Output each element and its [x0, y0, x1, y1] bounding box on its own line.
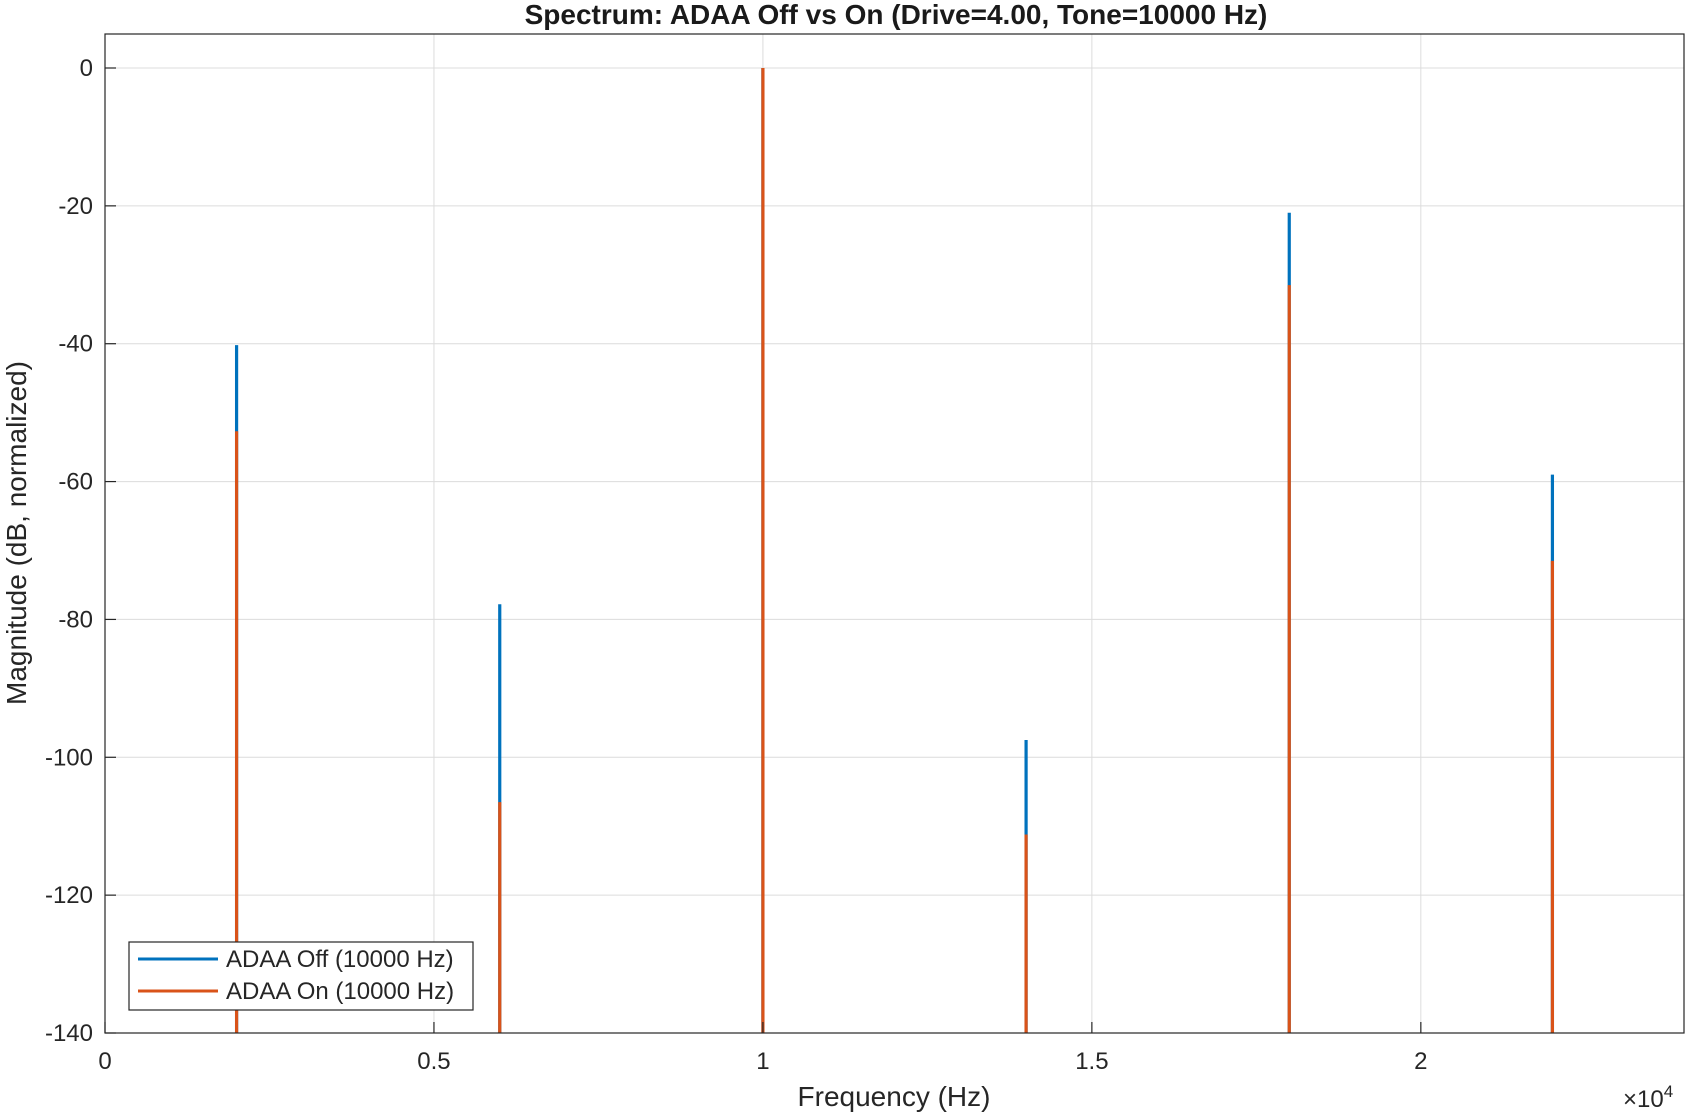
x-exponent-power: 4 — [1664, 1082, 1673, 1101]
x-tick-label: 2 — [1414, 1048, 1427, 1075]
x-tick-label: 0 — [98, 1048, 111, 1075]
data-stems — [234, 68, 1555, 1033]
x-axis: 0 0.5 1 1.5 2 — [98, 1022, 1428, 1075]
chart-title: Spectrum: ADAA Off vs On (Drive=4.00, To… — [525, 0, 1268, 30]
y-tick-label: -140 — [45, 1020, 93, 1047]
x-tick-label: 1.5 — [1075, 1048, 1108, 1075]
y-axis: 0 -20 -40 -60 -80 -100 -120 -140 — [45, 55, 116, 1047]
plot-area — [105, 34, 1684, 1033]
y-tick-label: -100 — [45, 744, 93, 771]
y-tick-label: -60 — [58, 469, 93, 496]
x-tick-label: 1 — [756, 1048, 769, 1075]
y-tick-label: -80 — [58, 606, 93, 633]
x-exponent-label: ×104 — [1623, 1082, 1673, 1113]
legend-label-adaa-off: ADAA Off (10000 Hz) — [226, 946, 454, 973]
y-tick-label: -120 — [45, 882, 93, 909]
x-axis-title: Frequency (Hz) — [798, 1081, 991, 1112]
y-tick-label: 0 — [80, 55, 93, 82]
legend-label-adaa-on: ADAA On (10000 Hz) — [226, 978, 454, 1005]
x-tick-label: 0.5 — [417, 1048, 450, 1075]
y-tick-label: -20 — [58, 193, 93, 220]
legend-box — [128, 941, 474, 1011]
legend: ADAA Off (10000 Hz) ADAA On (10000 Hz) — [128, 941, 474, 1011]
y-tick-label: -40 — [58, 331, 93, 358]
y-axis-title: Magnitude (dB, normalized) — [1, 361, 32, 705]
x-exponent-prefix: ×10 — [1623, 1086, 1664, 1113]
plot-frame — [104, 33, 1685, 1034]
